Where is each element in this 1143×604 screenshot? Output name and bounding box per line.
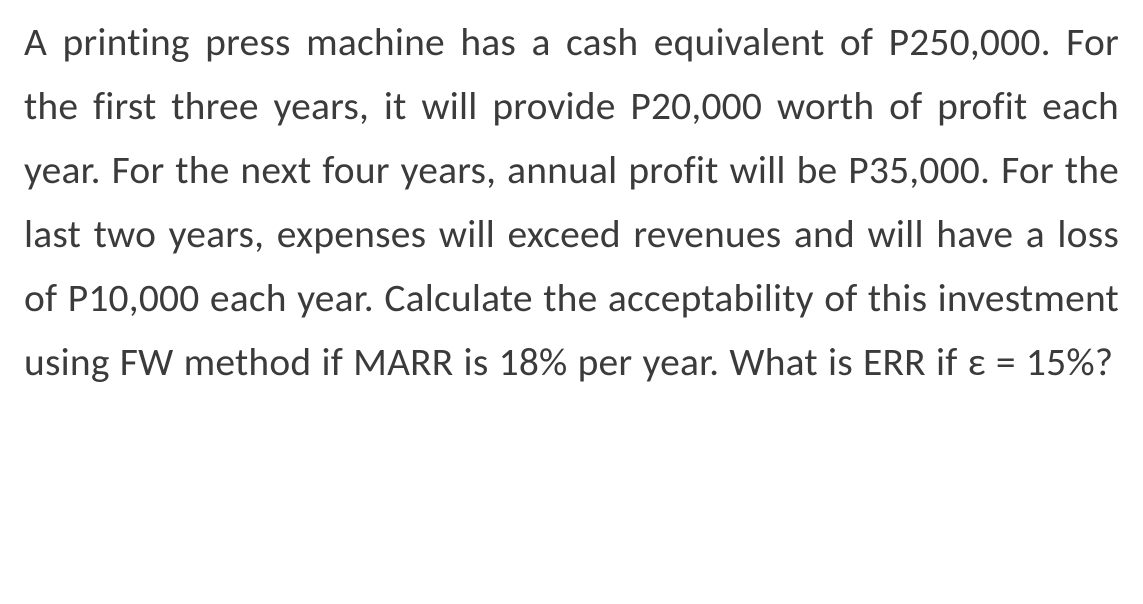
problem-page: A printing press machine has a cash equi… [0, 0, 1143, 604]
problem-text: A printing press machine has a cash equi… [24, 10, 1119, 394]
